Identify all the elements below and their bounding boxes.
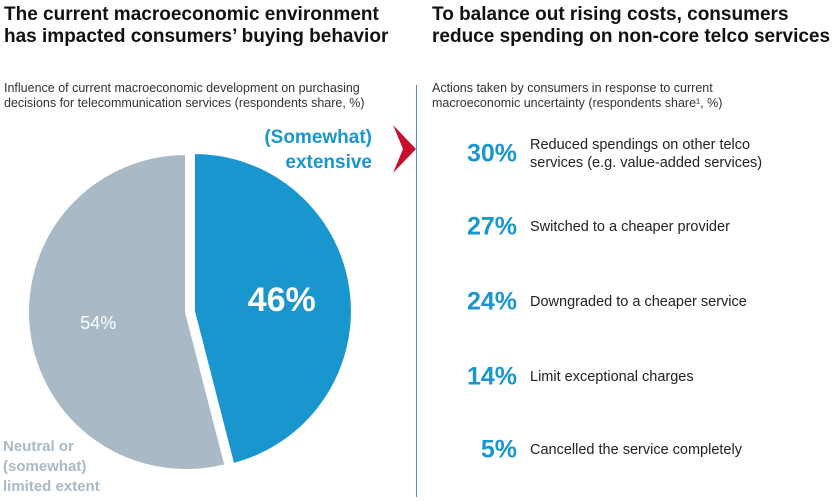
action-label: Cancelled the service completely <box>530 442 742 458</box>
right-heading: To balance out rising costs, consumers r… <box>432 4 831 47</box>
action-percentage: 14% <box>466 362 517 391</box>
pie-value-extensive: 46% <box>248 281 316 319</box>
action-row: 27% Switched to a cheaper provider <box>432 207 838 247</box>
action-label: Downgraded to a cheaper service <box>530 294 747 310</box>
pie-slices: 46% 54% <box>27 151 353 471</box>
slice-label-extensive: (Somewhat) extensive <box>264 127 372 173</box>
action-percentage: 30% <box>466 139 517 168</box>
pie-value-neutral: 54% <box>80 313 116 333</box>
arrow-marker <box>393 125 416 173</box>
action-percentage: 5% <box>480 435 517 464</box>
action-label: Limit exceptional charges <box>530 369 694 385</box>
pie-chart: 46% 54% <box>27 125 416 471</box>
right-subtitle: Actions taken by consumers in response t… <box>432 81 723 110</box>
pie-slice-extensive <box>192 151 353 466</box>
slice-label-neutral: Neutral or (somewhat) limited extent <box>3 438 100 495</box>
left-heading: The current macroeconomic environment ha… <box>4 4 389 47</box>
action-row: 14% Limit exceptional charges <box>432 357 838 397</box>
action-label: Switched to a cheaper provider <box>530 219 730 235</box>
column-divider <box>416 85 417 497</box>
action-row: 30% Reduced spendings on other telco serv… <box>432 134 838 174</box>
action-percentage: 27% <box>466 212 517 241</box>
pie-slice-neutral <box>27 152 227 471</box>
action-row: 5% Cancelled the service completely <box>432 430 838 470</box>
action-label: Reduced spendings on other telco service… <box>530 137 763 171</box>
action-row: 24% Downgraded to a cheaper service <box>432 282 838 322</box>
left-subtitle: Influence of current macroeconomic devel… <box>4 81 365 110</box>
action-percentage: 24% <box>466 287 517 316</box>
